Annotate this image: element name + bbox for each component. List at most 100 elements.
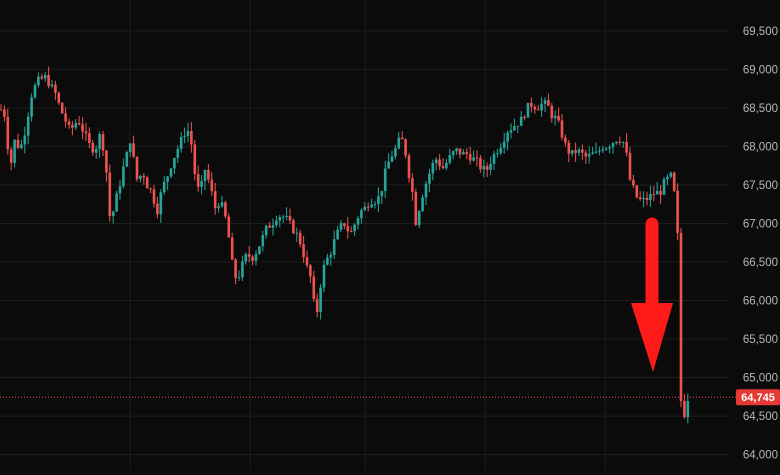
- candle-body: [373, 203, 377, 205]
- candle-body: [672, 172, 676, 191]
- candle-body: [431, 162, 435, 174]
- candle-body: [594, 151, 598, 153]
- candle: [557, 107, 560, 123]
- candle-body: [319, 287, 322, 312]
- candle-body: [547, 100, 550, 106]
- candle: [33, 82, 37, 99]
- candle: [570, 150, 574, 157]
- candle: [281, 214, 285, 223]
- y-tick-label: 68,000: [743, 141, 778, 153]
- candle-body: [13, 139, 16, 163]
- candle: [360, 208, 363, 224]
- candle-body: [207, 170, 210, 180]
- candle: [628, 146, 632, 182]
- candle-body: [115, 193, 118, 212]
- candle: [210, 172, 214, 196]
- candle-body: [455, 148, 458, 152]
- candle-body: [363, 206, 367, 211]
- candle: [683, 394, 686, 419]
- candle-body: [230, 237, 234, 260]
- candle-body: [81, 124, 84, 132]
- y-tick-label: 64,500: [743, 411, 778, 423]
- candle-body: [43, 75, 47, 79]
- candle: [547, 93, 550, 106]
- candle: [149, 187, 152, 194]
- candle-body: [655, 190, 659, 195]
- candle: [275, 215, 278, 228]
- candle: [179, 132, 183, 153]
- candle-body: [669, 172, 673, 177]
- y-tick-label: 69,000: [743, 64, 778, 76]
- candle: [125, 150, 129, 167]
- candle-body: [649, 194, 652, 201]
- candle-body: [210, 179, 214, 192]
- candle-body: [621, 142, 625, 144]
- candle: [346, 217, 350, 239]
- candle-body: [570, 150, 574, 154]
- candle: [485, 162, 489, 178]
- candle: [67, 118, 71, 129]
- candle: [193, 139, 197, 181]
- candle: [200, 175, 203, 195]
- candle: [394, 144, 397, 160]
- candle-body: [173, 157, 176, 169]
- candle-body: [485, 166, 489, 170]
- candle: [247, 245, 251, 262]
- candle: [190, 122, 193, 153]
- candle: [638, 191, 642, 201]
- candle-body: [193, 144, 197, 175]
- candle: [625, 133, 628, 157]
- candle-body: [608, 147, 611, 149]
- candle: [227, 213, 231, 238]
- candle: [550, 102, 554, 123]
- candle-body: [6, 116, 10, 150]
- candle-body: [217, 206, 220, 209]
- candle: [105, 149, 108, 182]
- candle-body: [159, 192, 163, 215]
- candle-body: [125, 152, 129, 167]
- candle-body: [312, 276, 316, 299]
- candle: [577, 147, 581, 157]
- candle: [159, 189, 163, 223]
- candle: [676, 183, 679, 241]
- candle-body: [268, 225, 271, 228]
- candle-body: [145, 177, 149, 189]
- candle-body: [465, 152, 469, 155]
- candle-body: [183, 135, 186, 138]
- candle-body: [149, 188, 152, 190]
- candle: [302, 235, 305, 263]
- candle: [339, 220, 343, 233]
- candle: [47, 66, 50, 89]
- candle-body: [275, 220, 278, 226]
- candle: [234, 257, 237, 285]
- candle-body: [472, 157, 475, 161]
- candle: [645, 191, 649, 206]
- candle: [349, 226, 353, 233]
- candle: [533, 104, 537, 114]
- y-tick-label: 65,500: [743, 334, 778, 346]
- candle-body: [33, 85, 37, 98]
- candle: [268, 222, 271, 228]
- candle-body: [278, 217, 282, 221]
- candle-body: [88, 133, 91, 143]
- candle: [567, 139, 571, 163]
- candle-body: [387, 161, 390, 169]
- candle: [472, 150, 475, 162]
- candle-body: [513, 126, 516, 131]
- candle: [156, 196, 159, 219]
- candle-body: [482, 166, 486, 170]
- candle-body: [322, 264, 326, 288]
- candle-body: [564, 137, 567, 143]
- candle-body: [84, 131, 88, 134]
- candle-body: [285, 216, 288, 218]
- candle-body: [251, 256, 254, 261]
- candle-body: [499, 147, 503, 154]
- candle-body: [683, 400, 686, 418]
- candle: [438, 153, 441, 171]
- candle: [288, 208, 292, 225]
- candle-body: [47, 75, 50, 87]
- candle-body: [196, 174, 200, 187]
- candle: [50, 80, 54, 89]
- candle: [162, 175, 166, 195]
- candle-body: [611, 143, 615, 148]
